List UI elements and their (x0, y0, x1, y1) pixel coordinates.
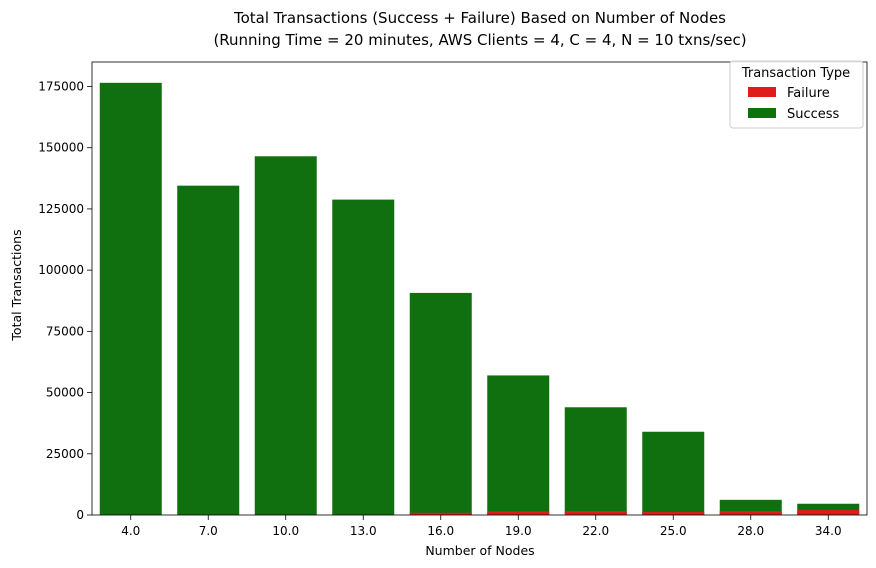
bar-failure-7 (642, 512, 705, 515)
x-tick-label-2: 10.0 (272, 524, 299, 538)
y-tick-label-3: 75000 (46, 324, 84, 338)
y-tick-label-6: 150000 (38, 141, 84, 155)
x-tick-label-3: 13.0 (350, 524, 377, 538)
legend-label-failure: Failure (787, 86, 830, 101)
bar-success-4 (409, 292, 472, 515)
plot-frame (91, 61, 868, 516)
legend-swatch-failure (748, 87, 776, 97)
bar-success-7 (642, 431, 705, 515)
y-tick-label-0: 0 (76, 508, 84, 522)
bar-success-6 (564, 407, 627, 515)
y-axis-label: Total Transactions (9, 229, 24, 341)
x-tick-label-0: 4.0 (121, 524, 140, 538)
bar-failure-6 (564, 511, 627, 515)
y-axis: 0 25000 50000 75000 100000 125000 150000 175000 (38, 79, 92, 522)
x-tick-label-5: 19.0 (505, 524, 532, 538)
bar-success-5 (487, 375, 550, 515)
y-tick-label-4: 100000 (38, 263, 84, 277)
x-tick-label-6: 22.0 (582, 524, 609, 538)
bar-failure-8 (719, 511, 782, 515)
bar-success-0 (99, 82, 162, 515)
x-tick-label-7: 25.0 (660, 524, 687, 538)
y-tick-label-7: 175000 (38, 79, 84, 93)
bar-failure-4 (409, 512, 472, 515)
legend-swatch-success (748, 108, 776, 118)
bar-success-3 (332, 199, 395, 516)
y-tick-label-5: 125000 (38, 202, 84, 216)
y-tick-label-1: 25000 (46, 447, 84, 461)
bar-success-9 (797, 503, 860, 515)
legend: Transaction Type Failure Success (729, 60, 864, 129)
bar-success-2 (254, 156, 317, 515)
x-axis: 4.0 7.0 10.0 13.0 16.0 19.0 22.0 25.0 28.0 34.0 (121, 515, 842, 538)
chart-title-line2: (Running Time = 20 minutes, AWS Clients … (213, 31, 746, 49)
chart-title-line1: Total Transactions (Success + Failure) B… (233, 9, 726, 27)
bars-group (99, 82, 860, 516)
x-tick-label-1: 7.0 (199, 524, 218, 538)
bar-success-1 (177, 185, 240, 515)
legend-label-success: Success (787, 107, 840, 122)
x-tick-label-4: 16.0 (427, 524, 454, 538)
x-tick-label-9: 34.0 (815, 524, 842, 538)
bar-failure-9 (797, 510, 860, 515)
bar-failure-5 (487, 511, 550, 515)
x-tick-label-8: 28.0 (737, 524, 764, 538)
legend-title: Transaction Type (741, 66, 850, 81)
y-tick-label-2: 50000 (46, 386, 84, 400)
x-axis-label: Number of Nodes (425, 543, 534, 558)
